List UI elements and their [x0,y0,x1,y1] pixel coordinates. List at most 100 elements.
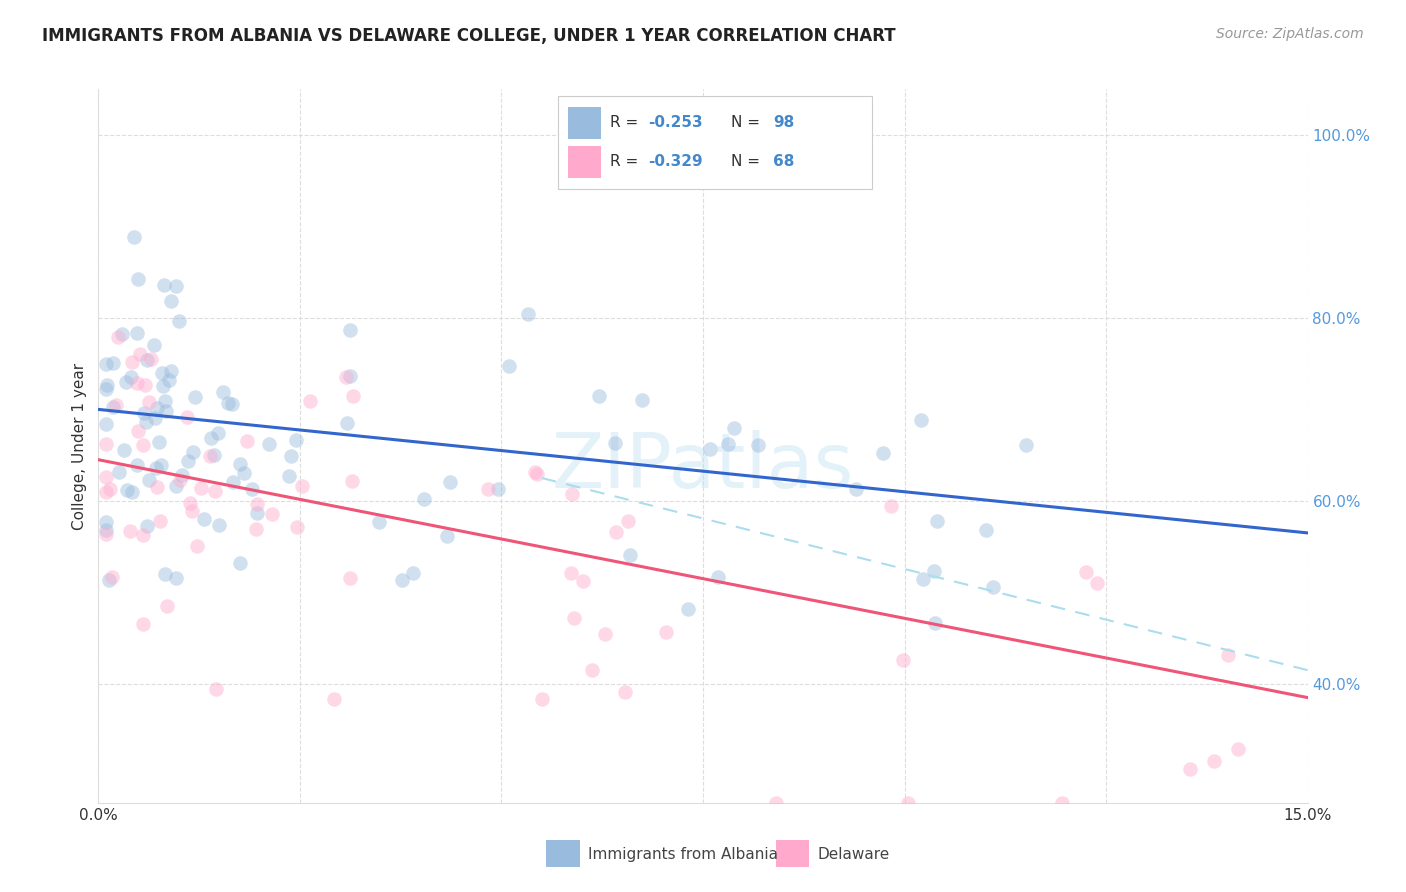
Point [150,366,173,380]
Point [340,474,363,488]
Point [924,564,946,578]
Point [127,425,149,439]
Point [135,352,157,367]
Point [143,338,166,352]
Point [911,572,934,586]
Point [120,370,142,384]
Text: Delaware: Delaware [818,847,890,862]
Point [617,514,640,528]
Point [367,515,389,529]
Point [160,364,183,378]
Point [96,470,118,484]
Point [262,507,284,521]
Point [183,390,205,404]
Point [981,580,1004,594]
Point [581,663,603,677]
Point [1204,754,1226,768]
Point [613,685,636,699]
Point [145,461,167,475]
Point [108,465,131,479]
Point [765,796,787,810]
Point [560,566,582,581]
Point [526,467,548,481]
Point [910,413,932,427]
Point [245,522,267,536]
Point [165,279,187,293]
Point [257,437,280,451]
Point [439,475,461,489]
Point [217,395,239,409]
Point [200,431,222,445]
Point [391,573,413,587]
Point [169,314,191,328]
Point [523,465,546,479]
Point [1050,796,1073,810]
Point [96,523,118,537]
Point [156,599,179,613]
Point [132,406,155,420]
Point [207,426,229,441]
Point [285,519,308,533]
Point [139,351,162,366]
Point [229,458,252,472]
Point [1074,565,1097,579]
Point [136,518,159,533]
Point [280,450,302,464]
Point [96,417,118,431]
Point [208,517,231,532]
Point [165,571,187,585]
Point [121,355,143,369]
Point [138,395,160,409]
Point [190,482,212,496]
Point [323,692,346,706]
Point [240,483,263,497]
Point [516,307,538,321]
Point [180,504,202,518]
Point [112,442,135,457]
Point [339,323,361,337]
Point [707,570,730,584]
Point [246,506,269,520]
Point [169,473,191,487]
Point [401,566,423,580]
Point [335,370,357,384]
Point [121,485,143,500]
Point [120,524,142,538]
Point [146,480,169,494]
Point [232,466,254,480]
Point [204,681,226,696]
Point [924,615,946,630]
Text: 68: 68 [773,154,794,169]
Point [111,327,134,342]
Point [150,458,173,472]
Point [127,326,149,340]
Point [222,475,245,490]
Point [148,434,170,449]
Point [115,375,138,389]
Point [974,523,997,537]
Point [96,437,118,451]
Point [103,401,125,415]
Point [96,527,118,541]
FancyBboxPatch shape [776,840,810,867]
FancyBboxPatch shape [568,107,602,139]
Point [138,473,160,487]
Text: R =: R = [610,154,643,169]
Point [179,496,201,510]
Point [498,359,520,373]
Point [880,500,903,514]
Point [212,384,235,399]
Point [181,444,204,458]
Text: N =: N = [731,115,765,130]
Point [132,527,155,541]
Point [101,356,124,370]
Point [291,479,314,493]
Point [1216,648,1239,662]
Point [571,574,593,589]
Point [96,484,118,499]
Point [202,449,225,463]
Point [170,467,193,482]
Text: N =: N = [731,154,765,169]
Point [1015,438,1038,452]
Point [193,512,215,526]
